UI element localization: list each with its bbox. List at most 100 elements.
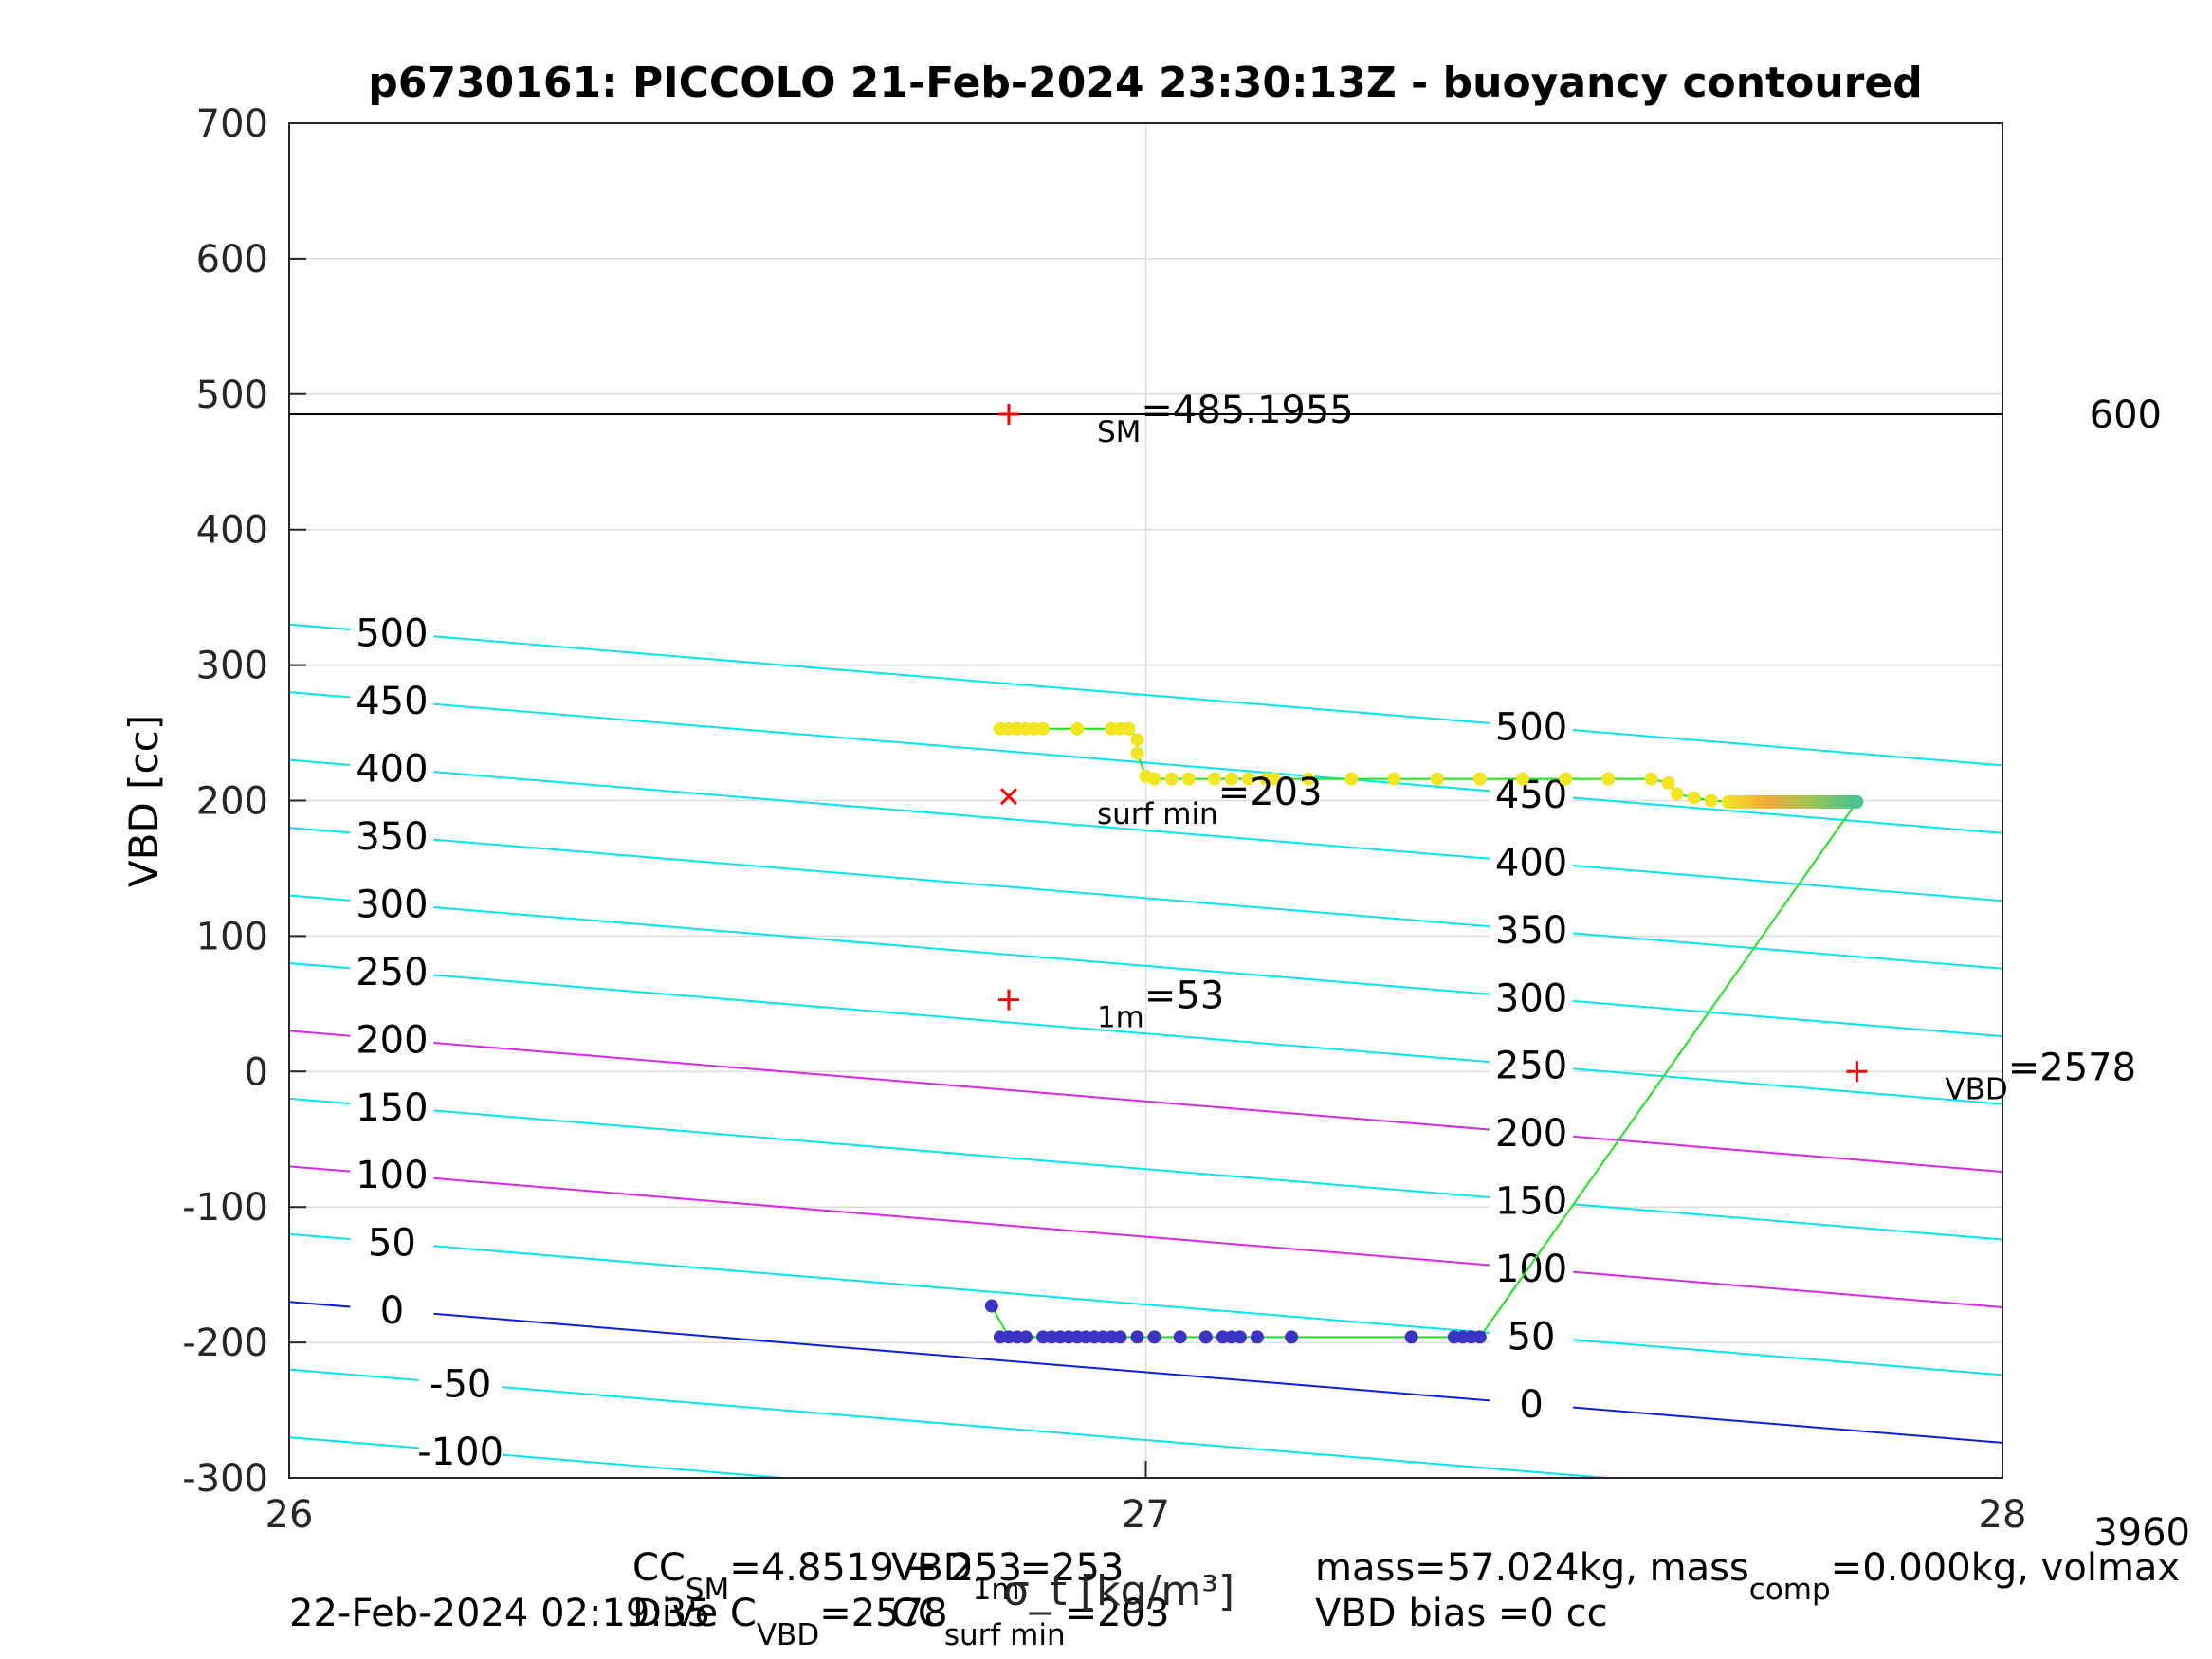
data-point [1268,772,1282,786]
contour-line [289,623,2002,767]
y-tick-label: 500 [196,374,268,417]
data-point [984,1299,998,1313]
y-tick-label: 200 [196,780,268,824]
footer-cc-sm: CCSM=4.8519 + 253 [632,1546,1022,1607]
data-point [1559,772,1573,786]
y-tick-label: 100 [196,915,268,958]
data-point [1113,1330,1127,1344]
footer-mass: mass=57.024kg, masscomp=0.000kg, volmax [1315,1546,2180,1607]
marker-label-value: =485.1955 [1141,389,1353,432]
contour-label-bg [418,1430,503,1468]
footer-cc-sm-main: CC [632,1546,686,1590]
footer-cc-sm-value: =4.8519 + 253 [729,1546,1022,1590]
data-point [1670,787,1684,801]
data-point [1250,1330,1264,1344]
data-point [1130,746,1144,760]
footer-mass-sub: comp [1749,1573,1831,1607]
contour-label-bg [350,680,434,719]
data-point [1207,772,1221,786]
contour-label: 500 [356,612,428,656]
contour-label: 100 [356,1154,428,1197]
right-label-3960: 3960 [2093,1511,2190,1555]
data-points [984,721,1864,1344]
y-tick-label: 700 [196,102,268,146]
footer-vbd-1m: VBD1m=253 [891,1546,1124,1607]
annotation-markers: SM=485.1955 surf min=203 1m=53 VBD=2578 [997,389,2136,1106]
contour-label-bg [350,611,434,650]
contour-line [289,827,2002,970]
contour-label: 0 [1519,1383,1543,1427]
contour-labels: 500450400350300250200150100500-50-100500… [350,611,1574,1474]
marker-label: VBD=2578 [1945,1046,2136,1106]
contour-line [289,691,2002,834]
contour-label-bg [1490,705,1574,744]
contour-label-bg [1490,1315,1574,1354]
contour-label: 450 [1495,774,1567,817]
surface-line [999,727,1728,803]
contour-label-bg [350,1289,434,1328]
data-point [1122,721,1136,736]
data-point [1302,772,1316,786]
footer-dive-cvbd-sub: VBD [757,1618,819,1652]
x-axis-label: σ_t [kg/m³] [1003,1567,1234,1615]
contour-label: 200 [1495,1112,1567,1156]
contour-line [289,961,2002,1105]
y-tick-label: 300 [196,645,268,688]
buoyancy-contours [289,623,2002,1478]
contour-label-bg [1490,841,1574,880]
marker-label-sub: surf min [1097,797,1218,831]
contour-label-bg [1490,1179,1574,1218]
contour-label: -100 [417,1431,503,1474]
contour-label: 50 [368,1222,416,1266]
data-point [1130,733,1144,747]
data-point [1070,721,1085,736]
contour-label-bg [350,883,434,921]
chart-title: p6730161: PICCOLO 21-Feb-2024 23:30:13Z … [368,59,1922,107]
contour-label: 0 [380,1289,404,1333]
footer-cc-sm-sub: SM [686,1573,729,1607]
contour-label-bg [350,747,434,786]
y-tick-label: 400 [196,509,268,553]
contour-line [289,1301,2002,1444]
x-tick-label: 26 [265,1493,314,1537]
data-point [1130,1330,1144,1344]
data-point [1224,772,1238,786]
data-point [1661,775,1675,790]
plus-marker [997,989,1019,1011]
footer-mass-main: mass=57.024kg, mass [1315,1546,1749,1590]
contour-label: 50 [1508,1316,1556,1359]
data-point [1241,772,1255,786]
data-point [1147,772,1161,786]
plus-marker [1846,1061,1868,1083]
contour-label-bg [1490,976,1574,1015]
contour-label-bg [350,1085,434,1124]
data-point [1704,793,1718,808]
data-point [1198,1330,1213,1344]
x-tick-label: 27 [1122,1493,1170,1537]
data-point [1430,772,1444,786]
data-point [1164,772,1179,786]
contour-label-bg [418,1362,503,1401]
footer-vbd-1m-sub: 1m [973,1573,1020,1607]
data-point [1036,721,1051,736]
contour-label: 300 [1495,976,1567,1020]
contour-line [289,1436,795,1478]
marker-label-value: =203 [1218,771,1323,814]
y-tick-label: -300 [182,1457,268,1501]
marker-label-sub: 1m [1097,1001,1144,1035]
marker-label-value: =2578 [2008,1046,2136,1089]
data-point [1601,772,1616,786]
contour-label-bg [350,950,434,989]
contour-label-bg [350,1018,434,1057]
y-axis-label: VBD [cc] [120,715,167,887]
data-point [1644,772,1658,786]
right-label-600: 600 [2090,393,2162,437]
contour-line [289,1232,2002,1376]
contour-line [289,1097,2002,1241]
contour-line [289,1030,2002,1174]
data-point [1233,1330,1247,1344]
contour-label: -50 [430,1363,491,1407]
contour-label-bg [350,814,434,853]
